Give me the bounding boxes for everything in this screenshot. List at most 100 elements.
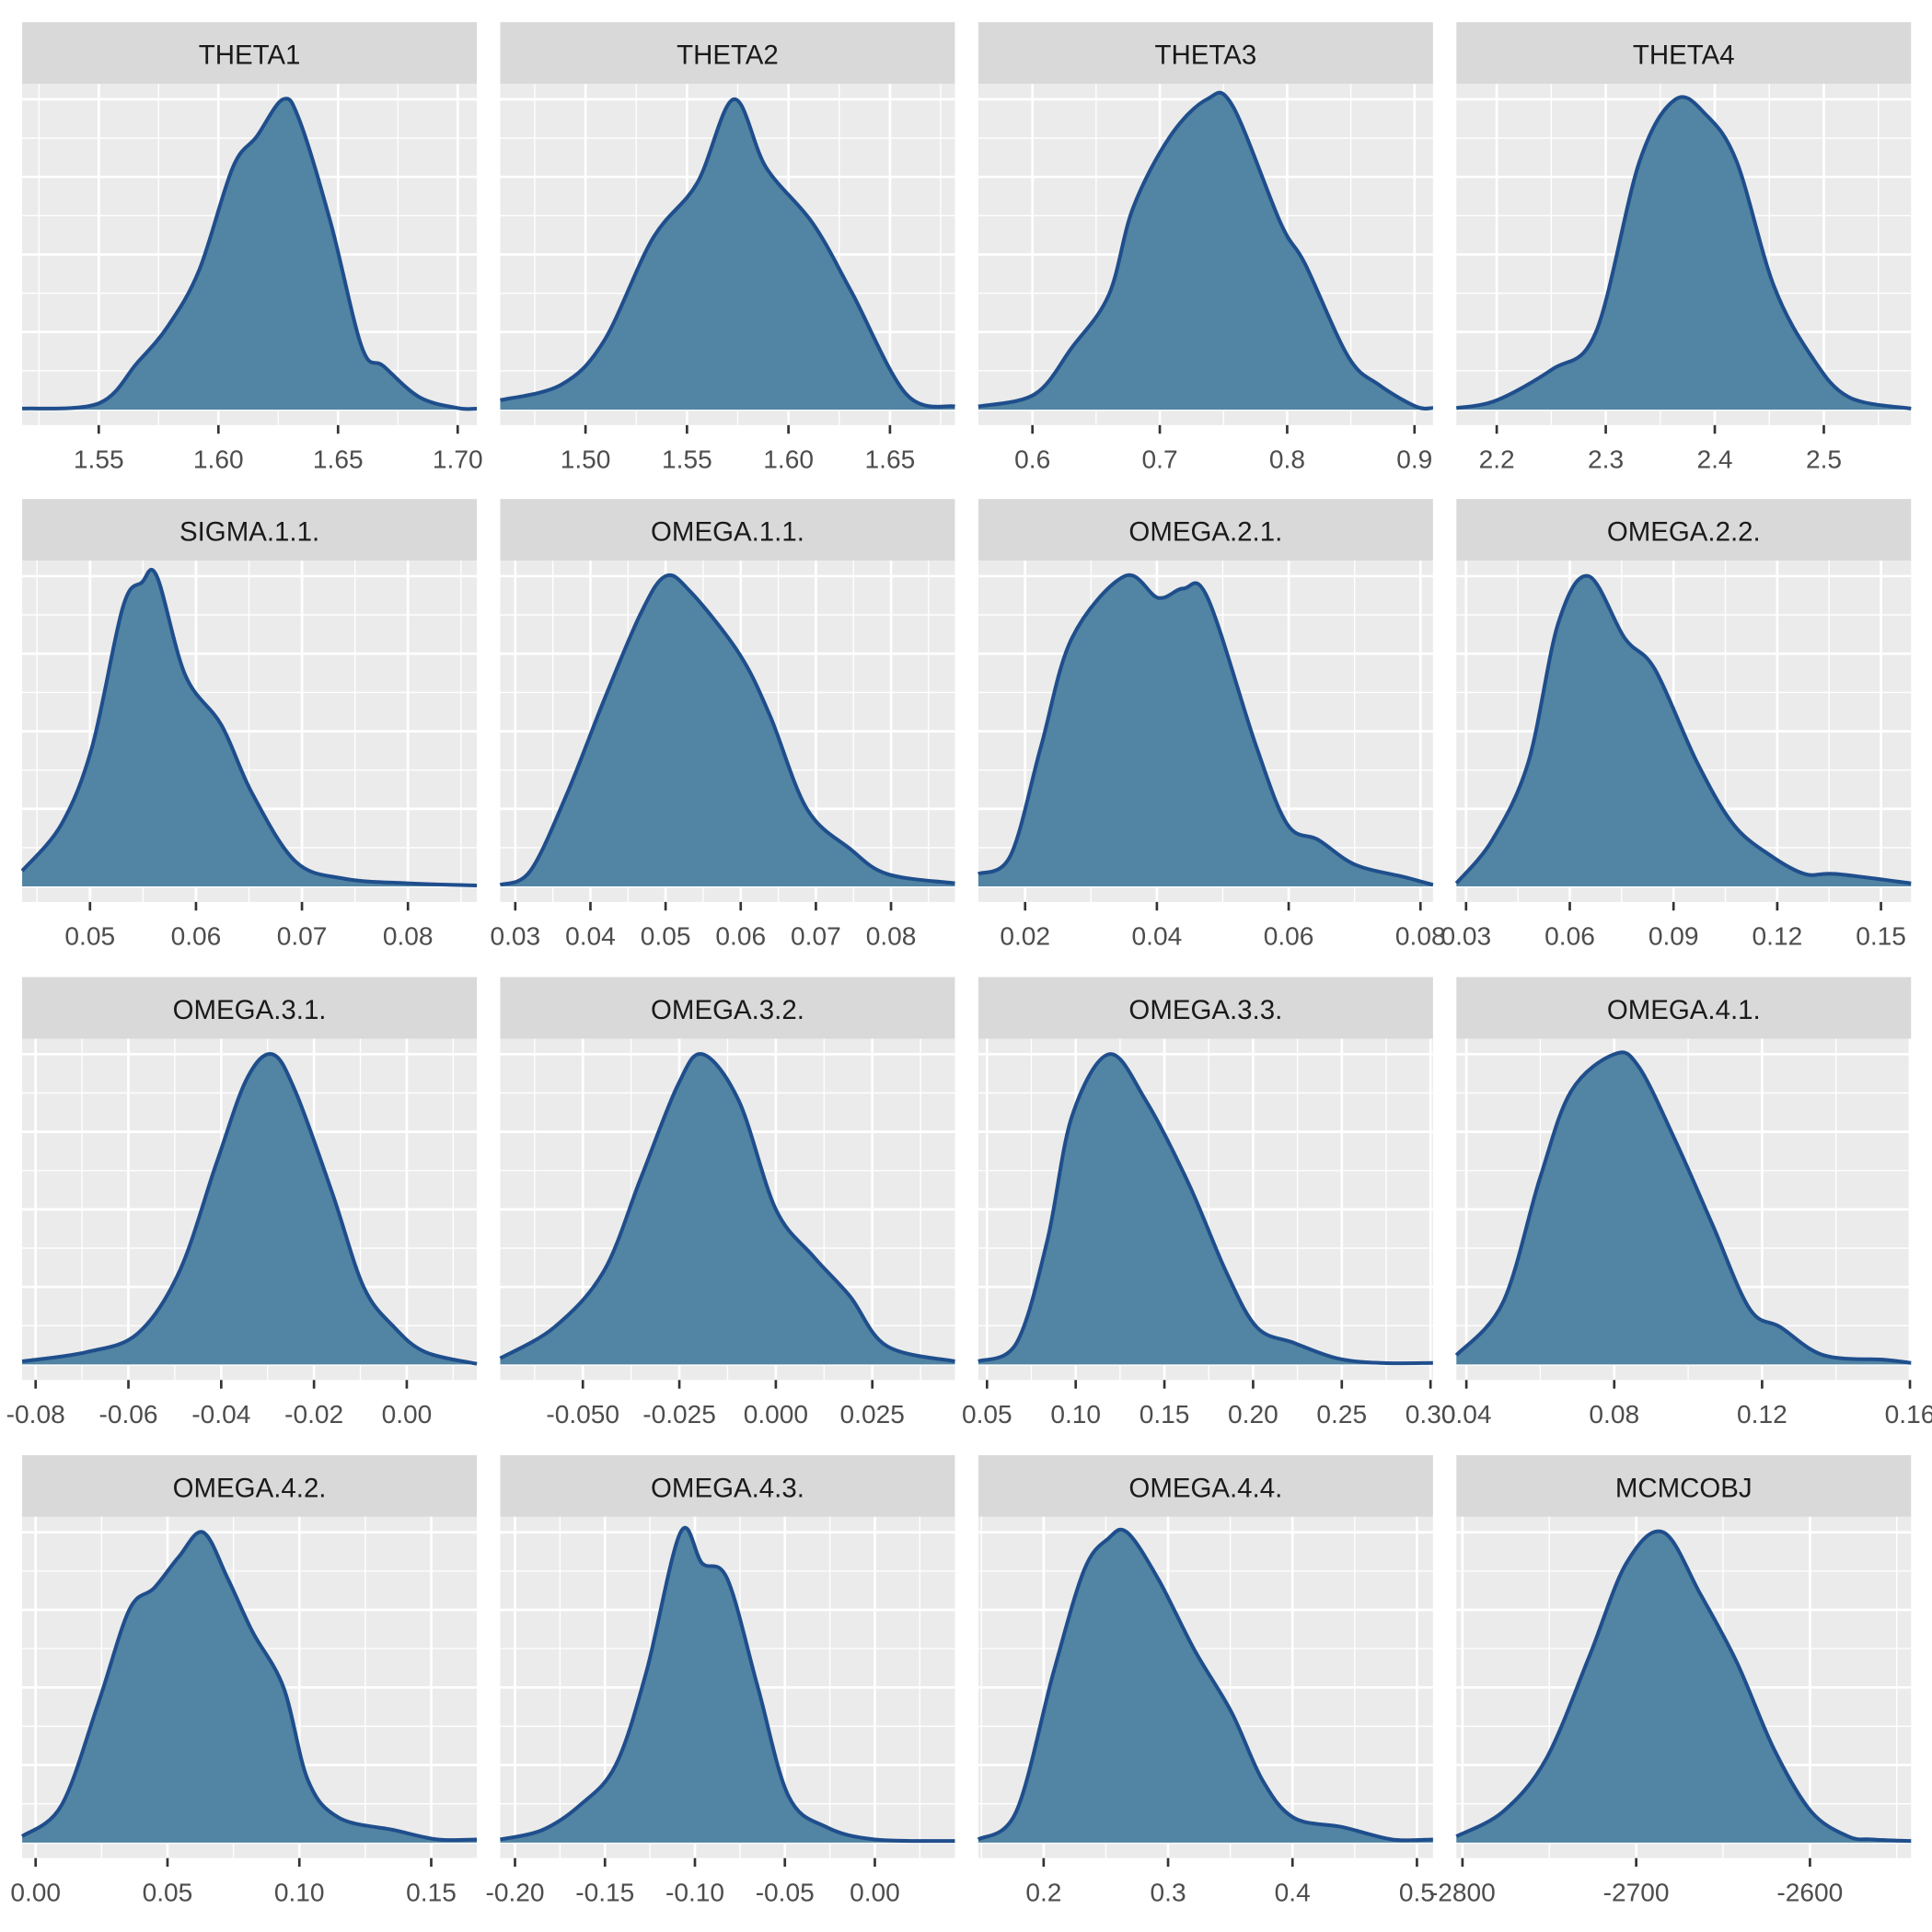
facet-panel: OMEGA.4.2. 0.00 0.05 0.10 0.15 [10, 1454, 478, 1907]
facet-panel: OMEGA.4.1. 0.04 0.08 0.12 0.16 [1441, 977, 1932, 1429]
x-tick-label: 1.50 [561, 445, 611, 474]
x-tick-label: 0.16 [1885, 1400, 1932, 1429]
facet-title: THETA3 [1155, 40, 1257, 71]
facet-title: OMEGA.3.2. [651, 995, 804, 1025]
facet-panel: THETA4 2.2 2.3 2.4 2.5 [1455, 22, 1912, 474]
x-tick-label: -0.05 [756, 1879, 815, 1907]
facet-title: THETA2 [677, 40, 779, 71]
x-tick-label: 2.5 [1806, 445, 1842, 474]
density-line [499, 573, 955, 887]
facet-title: OMEGA.4.4. [1128, 1473, 1282, 1503]
x-tick-label: -0.15 [575, 1879, 634, 1907]
density-line [1454, 573, 1912, 885]
facet-panel: THETA2 1.50 1.55 1.60 1.65 [499, 22, 955, 474]
facet-strip [978, 22, 1433, 85]
x-tick-label: 0.05 [962, 1400, 1012, 1429]
x-tick-label: 1.60 [193, 445, 244, 474]
x-tick-label: 0.05 [64, 922, 115, 951]
density-area [1456, 1052, 1912, 1365]
density-line [21, 97, 478, 411]
density-area [500, 98, 955, 410]
x-tick-label: 0.06 [715, 922, 766, 951]
x-tick-label: 0.04 [1441, 1400, 1492, 1429]
x-tick-label: 0.08 [383, 922, 434, 951]
x-tick-label: 0.12 [1737, 1400, 1787, 1429]
density-line [977, 573, 1434, 887]
facet-title: OMEGA.4.3. [651, 1473, 804, 1503]
facet-panel: OMEGA.2.2. 0.03 0.06 0.09 0.12 0.15 [1440, 499, 1912, 951]
density-area [22, 569, 478, 887]
facet-strip [978, 1454, 1433, 1517]
x-tick-label: -0.20 [485, 1879, 544, 1907]
x-tick-label: -2700 [1603, 1879, 1670, 1907]
density-line [20, 568, 478, 888]
x-tick-label: -0.06 [98, 1400, 157, 1429]
facet-title: OMEGA.4.1. [1607, 995, 1761, 1025]
x-tick-label: 1.60 [763, 445, 814, 474]
x-tick-label: 1.65 [313, 445, 364, 474]
facet-title: SIGMA.1.1. [179, 517, 319, 548]
x-tick-label: 0.06 [171, 922, 222, 951]
facet-title: OMEGA.3.1. [173, 995, 327, 1025]
x-tick-label: 0.00 [10, 1879, 61, 1907]
facet-strip [978, 977, 1433, 1039]
x-tick-label: 0.3 [1151, 1879, 1186, 1907]
facet-strip [1456, 977, 1912, 1039]
density-line [977, 1527, 1433, 1843]
facet-strip [1456, 22, 1912, 85]
x-tick-label: 0.05 [143, 1879, 193, 1907]
facet-strip [22, 499, 478, 561]
density-area [500, 1527, 955, 1843]
x-tick-label: 0.25 [1316, 1400, 1367, 1429]
facet-strip [1456, 1454, 1912, 1517]
x-tick-label: 0.02 [1000, 922, 1050, 951]
facet-title: OMEGA.3.3. [1128, 995, 1282, 1025]
x-tick-label: -0.02 [284, 1400, 343, 1429]
x-tick-label: 0.2 [1025, 1879, 1061, 1907]
facet-title: THETA1 [199, 40, 301, 71]
x-tick-label: 0.03 [490, 922, 540, 951]
facet-panel: MCMCOBJ -2800 -2700 -2600 [1429, 1454, 1912, 1907]
facet-title: OMEGA.4.2. [173, 1473, 327, 1503]
facet-panel: OMEGA.4.4. 0.2 0.3 0.4 0.5 [977, 1454, 1435, 1907]
x-tick-label: 0.15 [1856, 922, 1906, 951]
x-tick-label: 0.00 [850, 1879, 900, 1907]
x-tick-label: 0.8 [1269, 445, 1305, 474]
x-tick-label: 0.05 [641, 922, 691, 951]
x-tick-label: 0.04 [565, 922, 616, 951]
facet-panel: OMEGA.4.3. -0.20 -0.15 -0.10 -0.05 0.00 [485, 1454, 955, 1907]
facet-title: THETA4 [1633, 40, 1735, 71]
facet-title: OMEGA.2.1. [1128, 517, 1282, 548]
density-area [1456, 1531, 1912, 1843]
x-tick-label: -0.10 [665, 1879, 724, 1907]
x-tick-label: 0.07 [277, 922, 328, 951]
x-tick-label: 2.4 [1696, 445, 1732, 474]
x-tick-label: 1.70 [433, 445, 483, 474]
x-tick-label: 1.55 [662, 445, 712, 474]
x-tick-label: 0.08 [1395, 922, 1446, 951]
facet-strip [22, 1454, 478, 1517]
x-tick-label: 0.03 [1440, 922, 1491, 951]
x-tick-label: 0.00 [382, 1400, 433, 1429]
x-tick-label: -0.050 [546, 1400, 619, 1429]
x-tick-label: 0.10 [274, 1879, 325, 1907]
x-tick-label: 0.08 [1589, 1400, 1639, 1429]
x-tick-label: 0.15 [1140, 1400, 1190, 1429]
x-tick-label: 0.20 [1228, 1400, 1278, 1429]
x-tick-label: 1.65 [865, 445, 916, 474]
facet-strip [978, 499, 1433, 561]
density-line [1455, 1529, 1912, 1844]
facet-strip [1456, 499, 1912, 561]
x-tick-label: 0.07 [791, 922, 841, 951]
x-tick-label: 0.4 [1275, 1879, 1311, 1907]
density-area [978, 574, 1433, 887]
x-tick-label: 0.09 [1649, 922, 1699, 951]
x-tick-label: 0.30 [1406, 1400, 1456, 1429]
density-line [21, 1052, 478, 1366]
density-area [1456, 97, 1912, 410]
x-tick-label: 0.6 [1014, 445, 1050, 474]
x-tick-label: 0.08 [866, 922, 917, 951]
x-tick-label: -2800 [1429, 1879, 1496, 1907]
density-area [1456, 575, 1912, 887]
